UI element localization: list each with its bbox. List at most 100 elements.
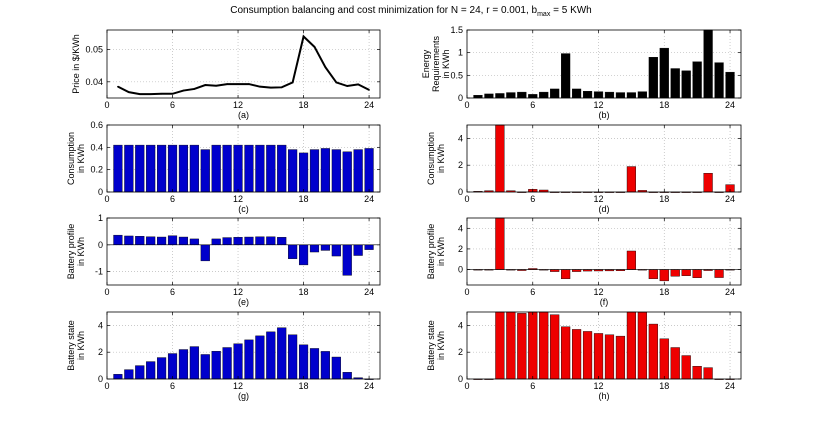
bar-g-22 [342, 372, 352, 380]
bar-b-3 [495, 93, 505, 99]
bar-b-22 [703, 29, 713, 99]
bar-e-22 [342, 244, 352, 276]
bar-c-2 [124, 144, 134, 193]
ylabel-line-e-1: in KWh [76, 237, 86, 266]
axes-frame-a [106, 29, 381, 99]
xtick-label-h-3: 18 [659, 381, 669, 391]
xtick-label-g-4: 24 [364, 381, 374, 391]
point-a-4 [149, 93, 152, 95]
bar-f-21 [692, 269, 702, 278]
axes-frame-c [106, 124, 381, 193]
ylabel-line-c-0: Consumption [66, 132, 76, 185]
bar-b-2 [484, 93, 494, 99]
axes-frame-g [106, 311, 381, 380]
bar-h-17 [648, 323, 658, 380]
axes-frame-d [466, 124, 742, 193]
bar-b-11 [582, 90, 593, 99]
ylabel-line-c-1: in KWh [76, 144, 86, 173]
ylabel-line-b-2: in KWh [441, 49, 451, 78]
point-a-6 [171, 92, 174, 95]
ylabel-line-a-0: Price in $/KWh [71, 34, 81, 94]
bar-b-9 [561, 53, 571, 99]
xtick-label-a-1: 6 [170, 100, 175, 110]
bar-f-9 [561, 269, 571, 280]
bar-e-13 [244, 236, 254, 245]
xtick-label-b-2: 12 [594, 100, 604, 110]
bar-g-19 [309, 348, 320, 380]
xtick-label-h-0: 0 [464, 381, 469, 391]
ytick-label-b-1: 0.5 [450, 70, 463, 80]
bar-b-1 [473, 95, 483, 99]
bar-g-4 [146, 361, 156, 380]
bar-b-19 [670, 68, 680, 99]
caption-b: (b) [599, 110, 610, 120]
point-a-23 [357, 83, 359, 86]
bar-b-10 [572, 88, 582, 99]
series-line-a [117, 34, 370, 96]
bar-f-10 [572, 269, 582, 272]
xtick-label-e-2: 12 [233, 287, 243, 297]
bar-g-17 [288, 334, 298, 380]
ylabel-line-f-0: Battery profile [426, 224, 436, 280]
bar-d-3 [495, 124, 505, 193]
figure-title-tail: = 5 KWh [550, 5, 591, 16]
chart-c: 0 6 12 18 24 0 0.2 0.4 0.6 Consumptionin KWh (c) [66, 120, 381, 214]
point-a-14 [259, 85, 261, 88]
bar-b-13 [604, 91, 615, 99]
xtick-label-g-1: 6 [170, 381, 175, 391]
xtick-label-a-0: 0 [104, 100, 109, 110]
ytick-label-f-1: 2 [458, 244, 463, 254]
xtick-label-a-2: 12 [233, 100, 243, 110]
bar-h-10 [572, 329, 582, 380]
xtick-label-b-3: 18 [659, 100, 669, 110]
bar-g-7 [178, 349, 189, 380]
ytick-label-g-2: 4 [98, 320, 103, 330]
ylabel-d: Consumptionin KWh [426, 132, 446, 185]
bar-g-18 [298, 344, 309, 380]
ylabel-e: Battery profilein KWh [66, 224, 86, 280]
bar-h-8 [550, 314, 560, 380]
bar-g-1 [113, 374, 123, 380]
bar-c-5 [157, 144, 167, 193]
bar-c-13 [244, 144, 254, 193]
bar-g-11 [222, 347, 232, 380]
bar-h-18 [659, 338, 669, 380]
bar-f-15 [626, 250, 636, 270]
xtick-label-g-0: 0 [104, 381, 109, 391]
bar-e-19 [309, 244, 320, 253]
point-a-12 [237, 83, 239, 85]
ylabel-line-b-0: Energy [421, 49, 431, 78]
ytick-label-h-1: 2 [458, 347, 463, 357]
bar-b-20 [681, 70, 691, 99]
bar-b-18 [659, 47, 669, 99]
bar-c-15 [266, 144, 276, 193]
bar-c-20 [320, 148, 330, 193]
bar-e-11 [222, 237, 232, 245]
bar-e-8 [189, 238, 199, 246]
point-a-18 [302, 35, 305, 38]
ylabel-line-g-0: Battery state [66, 320, 76, 371]
bar-f-18 [659, 269, 669, 282]
point-a-22 [346, 85, 349, 87]
bar-h-11 [582, 331, 593, 380]
bar-c-14 [255, 144, 265, 193]
bar-g-9 [200, 354, 210, 380]
bar-e-10 [211, 238, 221, 246]
bar-b-5 [517, 91, 527, 99]
bar-c-1 [113, 144, 123, 193]
xtick-label-b-0: 0 [464, 100, 469, 110]
bar-g-6 [167, 353, 178, 380]
bar-g-14 [255, 335, 265, 380]
ytick-label-h-2: 4 [458, 320, 463, 330]
ylabel-line-d-0: Consumption [426, 132, 436, 185]
xtick-label-e-4: 24 [364, 287, 374, 297]
bar-e-18 [298, 244, 309, 266]
ylabel-line-f-1: in KWh [436, 237, 446, 266]
point-a-11 [226, 83, 228, 85]
